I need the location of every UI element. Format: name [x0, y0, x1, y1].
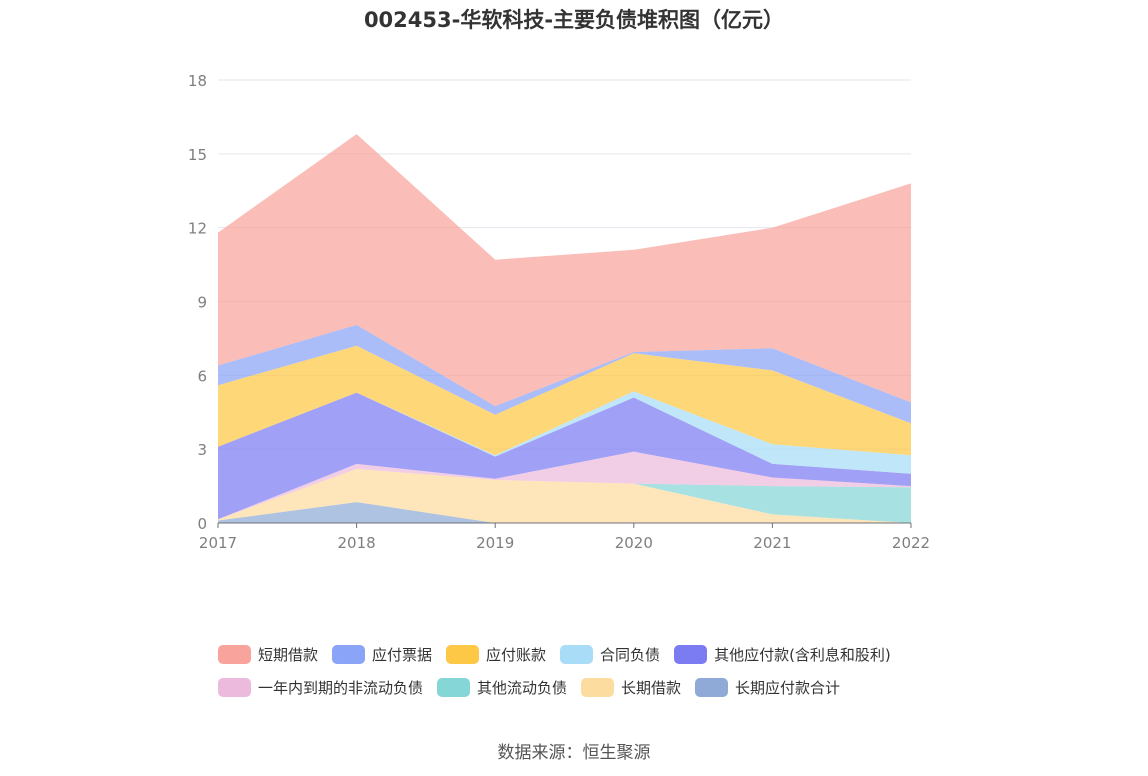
x-tick-label: 2018 — [338, 534, 376, 552]
legend-swatch — [581, 678, 615, 697]
data-source: 数据来源：恒生聚源 — [497, 743, 651, 763]
series-area — [218, 468, 911, 523]
y-tick-label: 15 — [188, 146, 207, 164]
legend-item[interactable]: 应付账款 — [446, 644, 546, 665]
legend-item[interactable]: 长期应付款合计 — [695, 677, 840, 698]
legend-swatch — [218, 678, 251, 697]
x-tick-label: 2021 — [753, 534, 791, 552]
legend-item[interactable]: 应付票据 — [332, 644, 432, 665]
legend-label: 合同负债 — [600, 646, 661, 664]
legend-label: 短期借款 — [258, 646, 319, 664]
x-tick-label: 2017 — [199, 534, 237, 552]
series-area — [218, 345, 911, 456]
legend-swatch — [446, 645, 480, 664]
y-tick-label: 0 — [197, 515, 207, 533]
y-tick-label: 12 — [188, 220, 207, 238]
legend-item[interactable]: 其他应付款(含利息和股利) — [674, 644, 891, 665]
series-area — [218, 134, 911, 407]
legend-label: 一年内到期的非流动负债 — [258, 679, 424, 697]
legend-swatch — [560, 645, 594, 664]
legend-row: 短期借款 应付票据 应付账款 合同负债 其他应付款(含利息和股利) — [218, 638, 978, 671]
legend-label: 长期应付款合计 — [735, 679, 841, 697]
series-area — [218, 391, 911, 474]
series-area — [218, 324, 911, 424]
legend-swatch — [332, 645, 366, 664]
series-area — [218, 451, 911, 520]
legend-label: 应付账款 — [486, 646, 547, 664]
area-series-group — [218, 134, 911, 523]
legend-item[interactable]: 合同负债 — [560, 644, 660, 665]
legend-item[interactable]: 其他流动负债 — [437, 677, 567, 698]
legend-item[interactable]: 一年内到期的非流动负债 — [218, 677, 423, 698]
legend-swatch — [437, 678, 471, 697]
y-tick-label: 18 — [188, 72, 207, 90]
legend-item[interactable]: 短期借款 — [218, 644, 318, 665]
series-area — [218, 468, 911, 523]
legend-swatch — [218, 645, 251, 664]
legend-row: 一年内到期的非流动负债 其他流动负债 长期借款 长期应付款合计 — [218, 671, 978, 704]
legend-label: 其他应付款(含利息和股利) — [714, 646, 891, 664]
y-tick-label: 3 — [197, 441, 207, 459]
legend: 短期借款 应付票据 应付账款 合同负债 其他应付款(含利息和股利) 一年内到期的非流动负债… — [218, 638, 978, 704]
y-tick-label: 9 — [197, 294, 207, 312]
chart-title: 002453-华软科技-主要负债堆积图（亿元） — [363, 8, 785, 32]
x-tick-label: 2022 — [892, 534, 930, 552]
axes: 2017 2018 2019 2020 2021 2022 — [199, 522, 930, 552]
legend-swatch — [695, 678, 729, 697]
legend-label: 应付票据 — [372, 646, 433, 664]
series-area — [218, 502, 911, 523]
legend-item[interactable]: 长期借款 — [581, 677, 681, 698]
legend-label: 其他流动负债 — [477, 679, 568, 697]
x-tick-label: 2019 — [476, 534, 514, 552]
legend-label: 长期借款 — [621, 679, 682, 697]
y-tick-label: 6 — [197, 367, 207, 385]
x-tick-label: 2020 — [615, 534, 653, 552]
legend-swatch — [674, 645, 708, 664]
series-area — [218, 392, 911, 520]
